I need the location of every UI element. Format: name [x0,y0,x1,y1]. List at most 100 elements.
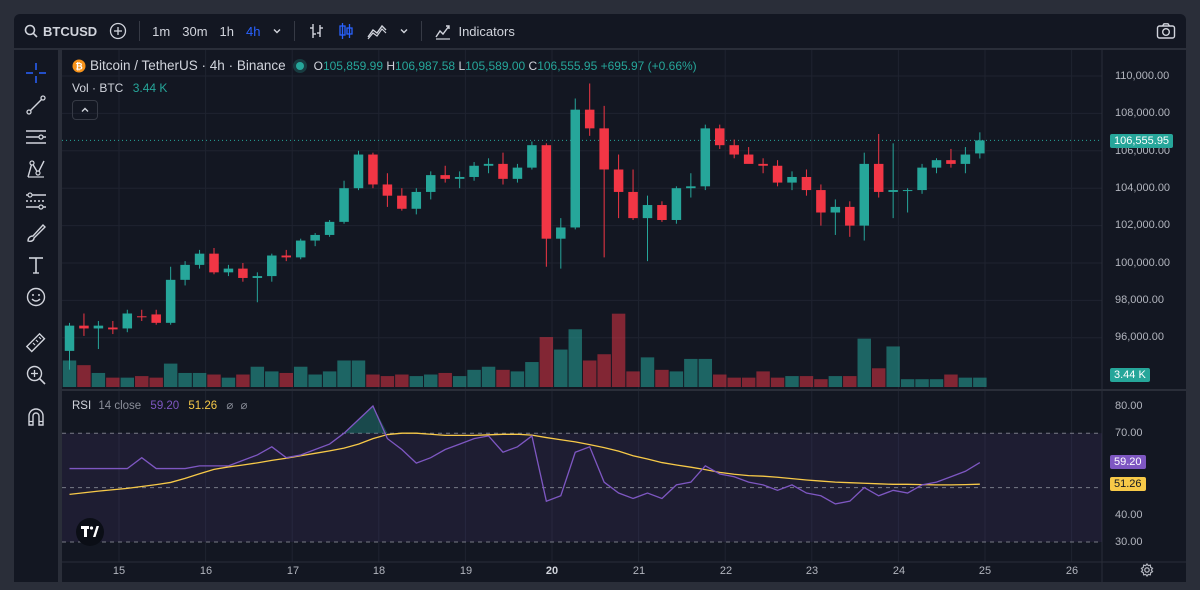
candle-body [642,205,653,219]
volume-bar [163,363,178,387]
low-label: L [458,58,466,73]
crosshair-tool[interactable] [25,62,47,84]
drawing-toolbar [14,50,58,582]
candle-body [657,205,667,220]
volume-bar [120,377,135,387]
rsi-badge: 59.20 [1110,455,1146,469]
search-icon [24,24,38,38]
candle-body [902,190,913,192]
bars-style-button[interactable] [301,14,331,48]
candle-body [440,175,450,179]
candle-body [238,268,248,278]
candles-style-button[interactable] [331,14,361,48]
crosshair-icon [26,63,46,83]
candle-body [267,255,277,277]
chart-area[interactable]: ₿ Bitcoin / TetherUS · 4h · Binance O105… [62,50,1186,582]
rsi-ma-line [69,432,980,496]
timeframe-4h-button[interactable]: 4h [246,23,261,39]
rsi-tick: 40.00 [1115,509,1143,521]
brush-tool[interactable] [25,222,47,244]
volume-bar [741,377,756,387]
candle-body [772,165,783,183]
volume-bar [395,374,409,387]
ruler-icon [25,332,46,353]
candle-body [209,253,219,273]
rsi-tick: 80.00 [1115,400,1143,412]
tradingview-logo-icon [81,526,99,537]
volume-bar [279,372,293,387]
collapse-legend-button[interactable] [72,100,98,120]
volume-bar [452,376,467,387]
price-tick: 108,000.00 [1115,107,1171,119]
toolbar-divider [294,21,296,41]
zoom-tool[interactable] [25,364,47,386]
candle-body [194,253,205,265]
volume-bar [380,376,395,387]
rsi-ma-value: 51.26 [188,400,218,412]
candle-body [382,184,393,196]
svg-text:₿: ₿ [75,61,82,71]
chart-style-dropdown[interactable] [393,14,415,48]
screenshot-button[interactable] [1156,22,1176,43]
price-tick: 98,000.00 [1115,294,1164,306]
timeframe-1m-button[interactable]: 1m [152,23,171,39]
volume-bar [510,371,525,387]
volume-bar [467,369,481,387]
timeframe-1h-button[interactable]: 1h [219,23,234,39]
main-legend: ₿ Bitcoin / TetherUS · 4h · Binance O105… [72,58,697,73]
time-tick: 21 [632,565,646,577]
candle-body [108,327,118,330]
volume-bar [62,360,77,387]
chevron-down-icon [400,29,408,34]
volume-bar [539,337,554,387]
volume-bar [886,346,900,387]
volume-bar [843,376,857,387]
symbol-title[interactable]: Bitcoin / TetherUS · 4h · Binance [90,58,286,73]
market-status-icon[interactable] [295,61,304,70]
emoji-tool[interactable] [25,286,47,308]
candle-body [845,206,855,226]
volume-bar [611,313,626,387]
volume-bar [770,377,785,387]
candle-body [556,227,566,239]
time-tick: 18 [372,565,386,577]
projection-tool[interactable] [25,190,47,212]
magnet-tool[interactable] [25,406,47,428]
measure-tool[interactable] [25,332,47,354]
indicators-label: Indicators [458,23,515,39]
trend-line-tool[interactable] [25,94,47,116]
timeframe-dropdown[interactable] [266,14,288,48]
candle-body [64,325,75,351]
pattern-tool[interactable] [25,158,47,180]
candle-body [454,176,465,179]
rsi-ma-hidden-icon[interactable]: ⌀ [240,400,248,412]
volume-bar [192,372,207,387]
rsi-line [69,404,981,505]
volume-bar [713,374,727,387]
candle-body [122,313,133,329]
candle-body [758,163,768,166]
area-style-button[interactable] [361,14,393,48]
text-tool[interactable] [25,254,47,276]
candle-body [816,190,826,213]
rsi-tick: 30.00 [1115,536,1143,548]
candle-body [223,268,234,273]
volume-bar [655,369,669,387]
candle-body [628,191,638,219]
horizontal-lines-tool[interactable] [25,126,47,148]
plus-circle-icon [110,22,127,40]
compare-symbol-button[interactable] [103,14,133,48]
timeframe-30m-button[interactable]: 30m [182,23,208,39]
chart-settings-button[interactable] [1140,563,1154,582]
rsi-hidden-icon[interactable]: ⌀ [226,400,234,412]
symbol-search-button[interactable]: BTCUSD [14,14,103,48]
chevron-up-icon [81,107,89,112]
pattern-icon [27,160,45,178]
tradingview-logo[interactable] [76,518,104,546]
indicators-button[interactable]: Indicators [428,14,520,48]
chart-canvas[interactable] [62,50,1186,582]
candle-body [700,128,711,187]
candle-body [787,176,797,183]
time-tick: 20 [545,565,559,577]
candle-body [584,109,595,129]
